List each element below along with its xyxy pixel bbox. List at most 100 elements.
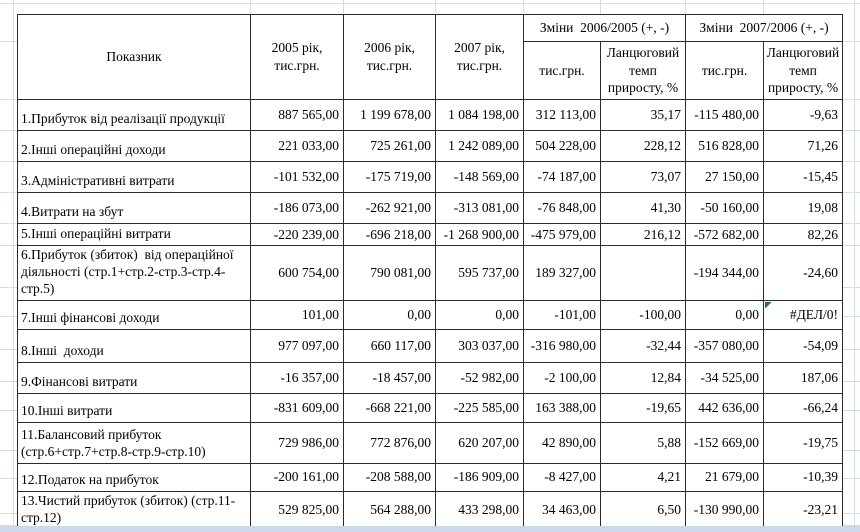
cell-rate-0605[interactable]: 6,50 (599, 490, 687, 530)
cell-2005[interactable]: -186 073,00 (250, 192, 344, 224)
cell-2006[interactable]: -18 457,00 (343, 361, 436, 394)
cell-2005[interactable]: 887 565,00 (250, 99, 344, 131)
cell-2005[interactable]: -101 532,00 (250, 161, 344, 193)
cell-indicator[interactable]: 9.Фінансові витрати (17, 361, 251, 394)
cell-2007[interactable]: 1 084 198,00 (435, 99, 524, 131)
cell-2006[interactable]: 725 261,00 (343, 130, 436, 162)
cell-2007[interactable]: -1 268 900,00 (435, 223, 524, 246)
cell-change-0605[interactable]: -475 979,00 (523, 223, 601, 246)
header-chain-rate-0605[interactable]: Ланцюговий темп приросту, % (599, 41, 687, 100)
header-2006[interactable]: 2006 рік, тис.грн. (343, 14, 436, 100)
cell-change-0605[interactable]: 34 463,00 (523, 490, 601, 530)
cell-2007[interactable]: 433 298,00 (435, 490, 524, 530)
cell-2005[interactable]: -220 239,00 (250, 223, 344, 246)
cell-2006[interactable]: 564 288,00 (343, 490, 436, 530)
cell-rate-0605[interactable]: 5,88 (599, 421, 687, 464)
cell-change-0605[interactable]: -74 187,00 (523, 161, 601, 193)
header-chain-rate-0706[interactable]: Ланцюговий темп приросту, % (763, 41, 844, 100)
cell-change-0706[interactable]: -152 669,00 (685, 421, 765, 464)
cell-rate-0605[interactable]: 4,21 (599, 462, 687, 492)
cell-2006[interactable]: -262 921,00 (343, 192, 436, 224)
cell-change-0706[interactable]: -34 525,00 (685, 361, 765, 394)
cell-change-0605[interactable]: 42 890,00 (523, 421, 601, 464)
cell-change-0605[interactable]: -101,00 (523, 299, 601, 330)
cell-2007[interactable]: 1 242 089,00 (435, 130, 524, 162)
header-2007[interactable]: 2007 рік, тис.грн. (435, 14, 524, 100)
cell-change-0706[interactable]: 442 636,00 (685, 392, 765, 423)
cell-indicator[interactable]: 3.Адміністративні витрати (17, 161, 251, 193)
cell-rate-0706[interactable]: 82,26 (763, 223, 844, 246)
cell-rate-0706[interactable]: -15,45 (763, 161, 844, 193)
cell-2005[interactable]: 729 986,00 (250, 421, 344, 464)
cell-rate-0706[interactable]: 19,08 (763, 192, 844, 224)
cell-change-0706[interactable]: -572 682,00 (685, 223, 765, 246)
cell-2005[interactable]: 529 825,00 (250, 490, 344, 530)
cell-rate-0605[interactable]: 228,12 (599, 130, 687, 162)
cell-change-0605[interactable]: 189 327,00 (523, 245, 601, 301)
header-thousands-0605[interactable]: тис.грн. (523, 41, 601, 100)
cell-2006[interactable]: 772 876,00 (343, 421, 436, 464)
cell-indicator[interactable]: 6.Прибуток (збиток) від операційної діял… (17, 245, 251, 301)
cell-indicator[interactable]: 13.Чистий прибуток (збиток) (стр.11- стр… (17, 490, 251, 530)
cell-rate-0605[interactable]: -19,65 (599, 392, 687, 423)
cell-2005[interactable]: 101,00 (250, 299, 344, 330)
cell-rate-0605[interactable]: 12,84 (599, 361, 687, 394)
cell-change-0706[interactable]: -357 080,00 (685, 328, 765, 363)
header-changes-2006-2005[interactable]: Зміни 2006/2005 (+, -) (522, 14, 687, 42)
cell-2006[interactable]: -175 719,00 (343, 161, 436, 193)
cell-2006[interactable]: -668 221,00 (343, 392, 436, 423)
cell-rate-0706[interactable]: -54,09 (763, 328, 844, 363)
header-thousands-0706[interactable]: тис.грн. (685, 41, 765, 100)
cell-indicator[interactable]: 12.Податок на прибуток (17, 462, 251, 492)
cell-indicator[interactable]: 11.Балансовий прибуток (стр.6+стр.7+стр.… (17, 421, 251, 464)
cell-rate-0706[interactable]: 187,06 (763, 361, 844, 394)
cell-rate-0706-error[interactable]: #ДЕЛ/0! (763, 299, 844, 330)
cell-2005[interactable]: -200 161,00 (250, 462, 344, 492)
cell-2006[interactable]: 0,00 (343, 299, 436, 330)
cell-indicator[interactable]: 10.Інші витрати (17, 392, 251, 423)
header-2005[interactable]: 2005 рік, тис.грн. (250, 14, 344, 100)
cell-2007[interactable]: 595 737,00 (435, 245, 524, 301)
cell-change-0706[interactable]: -130 990,00 (685, 490, 765, 530)
cell-change-0706[interactable]: 21 679,00 (685, 462, 765, 492)
cell-rate-0605[interactable]: -32,44 (599, 328, 687, 363)
cell-indicator[interactable]: 5.Інші операційні витрати (17, 223, 251, 246)
cell-indicator[interactable]: 2.Інші операційні доходи (17, 130, 251, 162)
header-changes-2007-2006[interactable]: Зміни 2007/2006 (+, -) (685, 14, 844, 42)
cell-rate-0605[interactable]: -100,00 (599, 299, 687, 330)
cell-2006[interactable]: 790 081,00 (343, 245, 436, 301)
cell-change-0605[interactable]: -2 100,00 (523, 361, 601, 394)
cell-change-0706[interactable]: -194 344,00 (685, 245, 765, 301)
cell-rate-0706[interactable]: -9,63 (763, 99, 844, 131)
cell-rate-0706[interactable]: -10,39 (763, 462, 844, 492)
cell-2007[interactable]: 303 037,00 (435, 328, 524, 363)
cell-rate-0706[interactable]: 71,26 (763, 130, 844, 162)
cell-change-0605[interactable]: 163 388,00 (523, 392, 601, 423)
cell-rate-0605[interactable]: 41,30 (599, 192, 687, 224)
cell-2006[interactable]: 660 117,00 (343, 328, 436, 363)
cell-2006[interactable]: 1 199 678,00 (343, 99, 436, 131)
cell-rate-0605[interactable]: 216,12 (599, 223, 687, 246)
cell-rate-0605[interactable]: 73,07 (599, 161, 687, 193)
cell-change-0605[interactable]: -76 848,00 (523, 192, 601, 224)
cell-change-0605[interactable]: 504 228,00 (523, 130, 601, 162)
cell-change-0706[interactable]: -115 480,00 (685, 99, 765, 131)
cell-rate-0706[interactable]: -23,21 (763, 490, 844, 530)
cell-2007[interactable]: -313 081,00 (435, 192, 524, 224)
cell-2007[interactable]: -148 569,00 (435, 161, 524, 193)
cell-rate-0706[interactable]: -19,75 (763, 421, 844, 464)
cell-rate-0605[interactable]: 35,17 (599, 99, 687, 131)
cell-2007[interactable]: -186 909,00 (435, 462, 524, 492)
cell-2005[interactable]: 600 754,00 (250, 245, 344, 301)
cell-rate-0706[interactable]: -24,60 (763, 245, 844, 301)
header-indicator[interactable]: Показник (17, 14, 251, 100)
cell-indicator[interactable]: 1.Прибуток від реалізації продукції (17, 99, 251, 131)
cell-change-0706[interactable]: -50 160,00 (685, 192, 765, 224)
cell-2005[interactable]: 977 097,00 (250, 328, 344, 363)
cell-2006[interactable]: -696 218,00 (343, 223, 436, 246)
cell-2005[interactable]: 221 033,00 (250, 130, 344, 162)
cell-change-0706[interactable]: 0,00 (685, 299, 765, 330)
cell-indicator[interactable]: 7.Інші фінансові доходи (17, 299, 251, 330)
cell-change-0706[interactable]: 516 828,00 (685, 130, 765, 162)
cell-change-0706[interactable]: 27 150,00 (685, 161, 765, 193)
